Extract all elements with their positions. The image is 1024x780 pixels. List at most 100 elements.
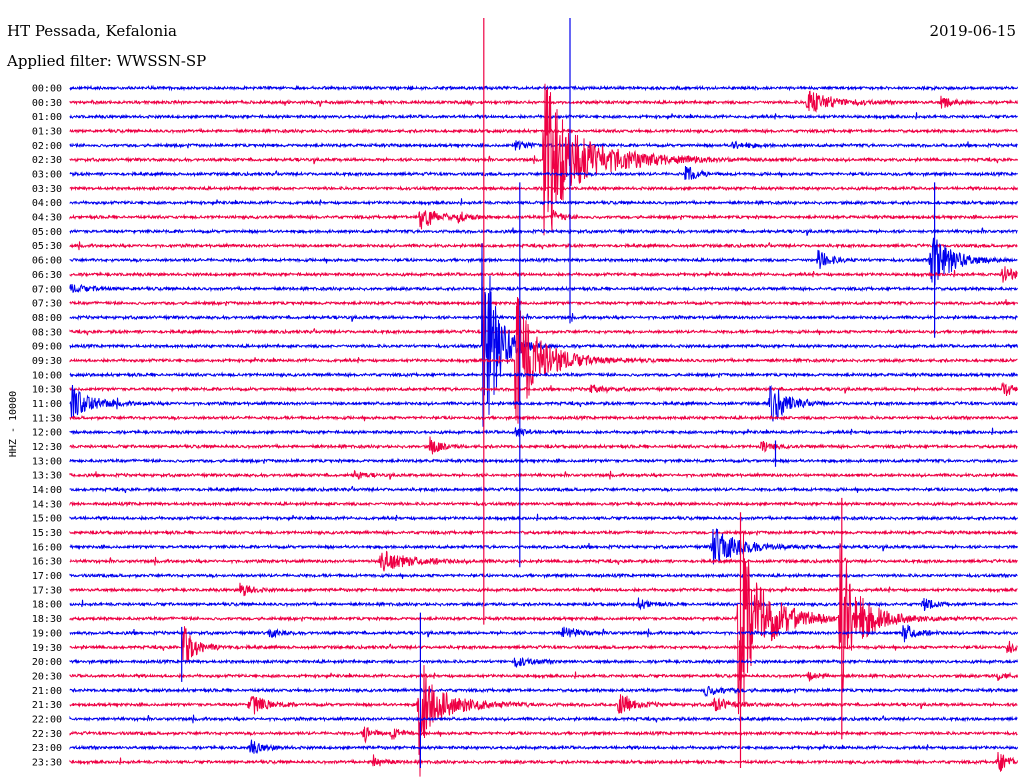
trace-row (69, 296, 1018, 424)
time-tick-label: 10:30 (32, 385, 62, 396)
trace-row (69, 469, 1018, 480)
time-tick-label: 15:30 (32, 528, 62, 539)
trace-row (69, 382, 1018, 396)
trace-row (69, 127, 1018, 135)
trace-row (69, 227, 1018, 236)
trace-row (69, 198, 1018, 207)
trace-row (69, 500, 1018, 508)
time-tick-label: 03:00 (32, 170, 62, 181)
time-tick-label: 22:30 (32, 729, 62, 740)
trace-row (69, 328, 1018, 336)
time-tick-label: 02:30 (32, 155, 62, 166)
seismic-traces (69, 83, 1018, 777)
time-tick-label: 12:00 (32, 428, 62, 439)
time-tick-label: 14:00 (32, 485, 62, 496)
time-tick-label: 17:30 (32, 585, 62, 596)
time-tick-label: 10:00 (32, 370, 62, 381)
trace-row (69, 414, 1018, 422)
time-tick-label: 01:30 (32, 127, 62, 138)
time-tick-label: 08:30 (32, 327, 62, 338)
trace-row (69, 112, 1018, 121)
time-tick-label: 03:30 (32, 184, 62, 195)
trace-row (69, 624, 1018, 643)
time-tick-label: 06:30 (32, 270, 62, 281)
time-tick-label: 21:00 (32, 686, 62, 697)
time-tick-label: 16:30 (32, 557, 62, 568)
trace-row (69, 457, 1018, 465)
trace-row (69, 90, 1018, 113)
date-label: 2019-06-15 (930, 22, 1016, 40)
station-title: HT Pessada, Kefalonia (7, 22, 177, 40)
time-tick-label: 20:30 (32, 671, 62, 682)
trace-row (69, 582, 1018, 597)
trace-row (69, 550, 1018, 572)
trace-row (69, 665, 1018, 777)
trace-row (69, 266, 1018, 283)
time-tick-label: 00:00 (32, 84, 62, 95)
time-tick-label: 07:00 (32, 284, 62, 295)
trace-row (69, 83, 1018, 236)
trace-row (69, 656, 1018, 668)
trace-row (69, 726, 1018, 744)
filter-subtitle: Applied filter: WWSSN-SP (6, 52, 206, 70)
time-tick-label: 18:00 (32, 600, 62, 611)
time-tick-label: 18:30 (32, 614, 62, 625)
trace-row (69, 436, 1018, 455)
trace-row (69, 714, 1018, 724)
time-tick-label: 17:00 (32, 571, 62, 582)
trace-row (69, 513, 1018, 522)
time-tick-label: 06:00 (32, 256, 62, 267)
time-tick-label: 19:30 (32, 643, 62, 654)
trace-row (69, 371, 1018, 379)
trace-row (69, 299, 1018, 307)
trace-row (69, 241, 1018, 251)
trace-row (69, 283, 1018, 294)
y-axis-channel-label: HHZ - 10000 (8, 391, 19, 457)
time-tick-label: 05:30 (32, 241, 62, 252)
time-tick-label: 05:00 (32, 227, 62, 238)
time-tick-label: 01:00 (32, 112, 62, 123)
time-tick-label: 23:30 (32, 757, 62, 768)
trace-row (69, 528, 1018, 565)
trace-row (69, 185, 1018, 192)
trace-row (69, 671, 1018, 682)
trace-row (69, 485, 1018, 494)
time-tick-label: 16:00 (32, 542, 62, 553)
time-tick-label: 11:30 (32, 413, 62, 424)
trace-row (69, 752, 1018, 772)
trace-row (69, 237, 1018, 286)
time-tick-label: 19:00 (32, 628, 62, 639)
trace-row (69, 739, 1018, 754)
time-tick-label: 15:00 (32, 514, 62, 525)
time-tick-label: 09:30 (32, 356, 62, 367)
time-tick-labels: 00:00 00:30 01:00 01:30 02:00 02:30 03:00 03:30… (32, 84, 62, 769)
time-tick-label: 11:00 (32, 399, 62, 410)
trace-row (69, 532, 1018, 715)
trace-row (69, 209, 1018, 230)
time-tick-label: 00:30 (32, 98, 62, 109)
trace-row (69, 572, 1018, 580)
time-tick-label: 20:00 (32, 657, 62, 668)
time-tick-label: 21:30 (32, 700, 62, 711)
trace-row (69, 685, 1018, 698)
trace-row (69, 243, 1018, 427)
trace-row (69, 165, 1018, 180)
time-tick-label: 08:00 (32, 313, 62, 324)
trace-row (69, 427, 1018, 437)
time-tick-label: 23:00 (32, 743, 62, 754)
time-tick-label: 07:30 (32, 299, 62, 310)
time-tick-label: 09:00 (32, 342, 62, 353)
trace-row (69, 626, 1018, 664)
trace-row (69, 313, 1018, 322)
trace-row (69, 84, 1018, 92)
time-tick-label: 04:30 (32, 213, 62, 224)
time-tick-label: 13:00 (32, 456, 62, 467)
time-tick-label: 04:00 (32, 198, 62, 209)
trace-row (69, 384, 1018, 422)
time-tick-label: 02:00 (32, 141, 62, 152)
event-spikes (181, 18, 936, 768)
trace-row (69, 597, 1018, 612)
time-tick-label: 14:30 (32, 499, 62, 510)
time-tick-label: 12:30 (32, 442, 62, 453)
